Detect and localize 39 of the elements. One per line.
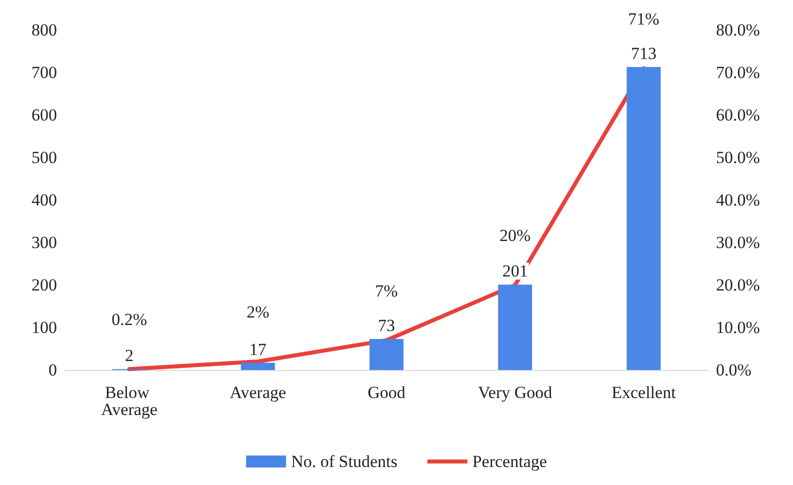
x-tick-label: Below Average xyxy=(101,383,158,419)
y2-tick-label: 60.0% xyxy=(716,106,760,124)
y2-tick-label: 70.0% xyxy=(716,63,760,82)
data-label: 71% xyxy=(628,9,660,28)
x-tick-label: Good xyxy=(368,383,406,402)
y2-tick-label: 50.0% xyxy=(716,148,760,167)
legend-label: Percentage xyxy=(472,452,547,471)
y2-tick-label: 20.0% xyxy=(716,276,760,294)
y2-tick-label: 30.0% xyxy=(716,233,760,252)
y-tick-label: 500 xyxy=(32,148,57,167)
y2-tick-label: 0.0% xyxy=(716,360,752,380)
data-label: 17 xyxy=(249,340,267,359)
bar xyxy=(626,66,661,370)
y2-tick-label: 80.0% xyxy=(716,20,760,40)
data-label: 20% xyxy=(500,226,531,245)
data-label: 2 xyxy=(125,346,134,366)
x-tick-label: Excellent xyxy=(612,383,676,402)
bar xyxy=(498,284,532,370)
y-tick-label: 200 xyxy=(32,276,57,294)
y-tick-label: 100 xyxy=(32,318,57,337)
y-tick-label: 800 xyxy=(32,20,57,40)
y-tick-label: 0 xyxy=(48,360,57,380)
data-label: 201 xyxy=(502,262,528,281)
y2-tick-label: 10.0% xyxy=(716,318,760,337)
bar xyxy=(370,338,404,370)
data-label: 0.2% xyxy=(112,310,148,330)
data-label: 73 xyxy=(378,316,395,335)
data-label: 713 xyxy=(630,44,656,63)
y-tick-label: 300 xyxy=(32,233,57,252)
y-tick-label: 700 xyxy=(32,63,57,82)
x-tick-label: Very Good xyxy=(478,383,553,402)
data-label: 2% xyxy=(246,302,270,322)
bar xyxy=(240,362,275,370)
y-tick-label: 400 xyxy=(32,190,57,210)
x-tick-label: Average xyxy=(230,383,286,402)
data-label: 7% xyxy=(375,281,398,300)
legend-label: No. of Students xyxy=(291,452,398,471)
y-tick-label: 600 xyxy=(32,106,57,124)
y2-tick-label: 40.0% xyxy=(716,190,760,210)
